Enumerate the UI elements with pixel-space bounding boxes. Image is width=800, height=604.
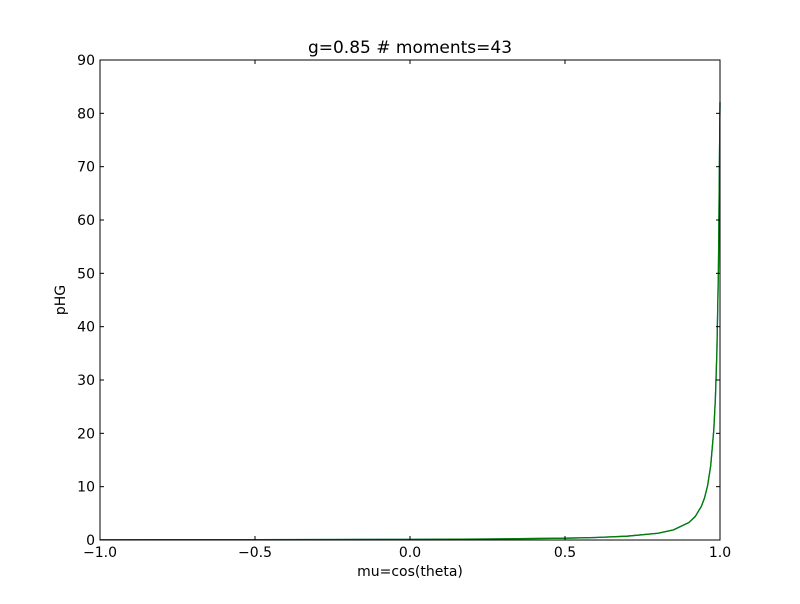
axis-ticks: −1.0 −0.5 0.0 0.5 1.0 0 10 20 30 40 50 60 70 80 90: [77, 53, 731, 561]
x-tick-label: 1.0: [709, 545, 731, 561]
y-tick-label: 90: [77, 53, 95, 69]
x-axis-label: mu=cos(theta): [357, 564, 463, 580]
series-line-1: [99, 102, 721, 541]
x-tick-label: 0.5: [554, 545, 576, 561]
axes-frame: [99, 59, 721, 541]
y-tick-label: 70: [77, 160, 95, 176]
y-axis-label: pHG: [53, 285, 69, 315]
series-line-0: [99, 101, 721, 541]
chart-title: g=0.85 # moments=43: [308, 38, 512, 58]
y-tick-label: 60: [77, 213, 95, 229]
y-tick-label: 30: [77, 373, 95, 389]
y-tick-label: 80: [77, 106, 95, 122]
x-tick-label: −1.0: [83, 545, 117, 561]
x-tick-label: −0.5: [238, 545, 272, 561]
y-tick-label: 0: [86, 533, 95, 549]
y-tick-label: 20: [77, 426, 95, 442]
y-tick-label: 10: [77, 480, 95, 496]
y-tick-label: 50: [77, 266, 95, 282]
x-tick-label: 0.0: [399, 545, 421, 561]
y-tick-label: 40: [77, 320, 95, 336]
plot-area: [99, 101, 721, 541]
